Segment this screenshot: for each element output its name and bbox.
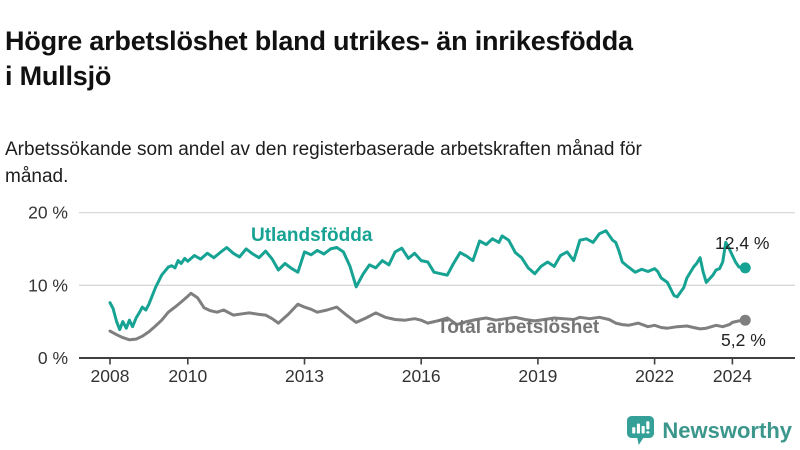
page-title: Högre arbetslöshet bland utrikes- än inr…	[5, 26, 633, 91]
series-label-total-arbetsloshet: Total arbetslöshet	[437, 317, 600, 338]
y-tick-label: 0 %	[38, 348, 68, 368]
series-end-dot	[739, 314, 751, 326]
newsworthy-logo: Newsworthy	[626, 415, 792, 446]
y-tick-label: 20 %	[28, 203, 68, 223]
chart-subtitle: Arbetssökande som andel av den registerb…	[5, 139, 642, 187]
series-line	[108, 291, 747, 342]
x-tick-label: 2016	[402, 366, 441, 386]
x-tick-label: 2013	[285, 366, 324, 386]
newsworthy-bubble-icon	[627, 416, 655, 445]
end-value-utlandsfodda: 12,4 %	[715, 233, 770, 253]
series-label-utlandsfodda: Utlandsfödda	[251, 225, 373, 246]
newsworthy-wordmark: Newsworthy	[662, 417, 792, 443]
x-tick-label: 2024	[713, 366, 752, 386]
x-tick-label: 2022	[635, 366, 674, 386]
series-end-dot	[739, 262, 751, 274]
end-value-total: 5,2 %	[721, 330, 766, 350]
series-line	[108, 229, 747, 332]
x-tick-label: 2019	[518, 366, 557, 386]
x-tick-label: 2008	[91, 366, 130, 386]
x-tick-label: 2010	[168, 366, 207, 386]
y-tick-label: 10 %	[28, 275, 68, 295]
